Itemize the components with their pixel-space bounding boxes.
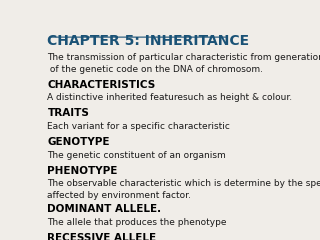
Text: A distinctive inherited featuresuch as height & colour.: A distinctive inherited featuresuch as h… — [47, 94, 292, 102]
Text: CHARACTERISTICS: CHARACTERISTICS — [47, 80, 156, 90]
Text: CHAPTER 5: INHERITANCE: CHAPTER 5: INHERITANCE — [47, 34, 250, 48]
Text: DOMINANT ALLELE.: DOMINANT ALLELE. — [47, 204, 162, 214]
Text: Each variant for a specific characteristic: Each variant for a specific characterist… — [47, 122, 230, 131]
Text: The genetic constituent of an organism: The genetic constituent of an organism — [47, 151, 226, 160]
Text: RECESSIVE ALLELE: RECESSIVE ALLELE — [47, 233, 156, 240]
Text: The observable characteristic which is determine by the specific genotype, could: The observable characteristic which is d… — [47, 180, 320, 199]
Text: GENOTYPE: GENOTYPE — [47, 137, 110, 147]
Text: PHENOTYPE: PHENOTYPE — [47, 166, 118, 175]
Text: The transmission of particular characteristic from generation to generation by m: The transmission of particular character… — [47, 53, 320, 74]
Text: TRAITS: TRAITS — [47, 108, 89, 118]
Text: The allele that produces the phenotype: The allele that produces the phenotype — [47, 218, 227, 227]
